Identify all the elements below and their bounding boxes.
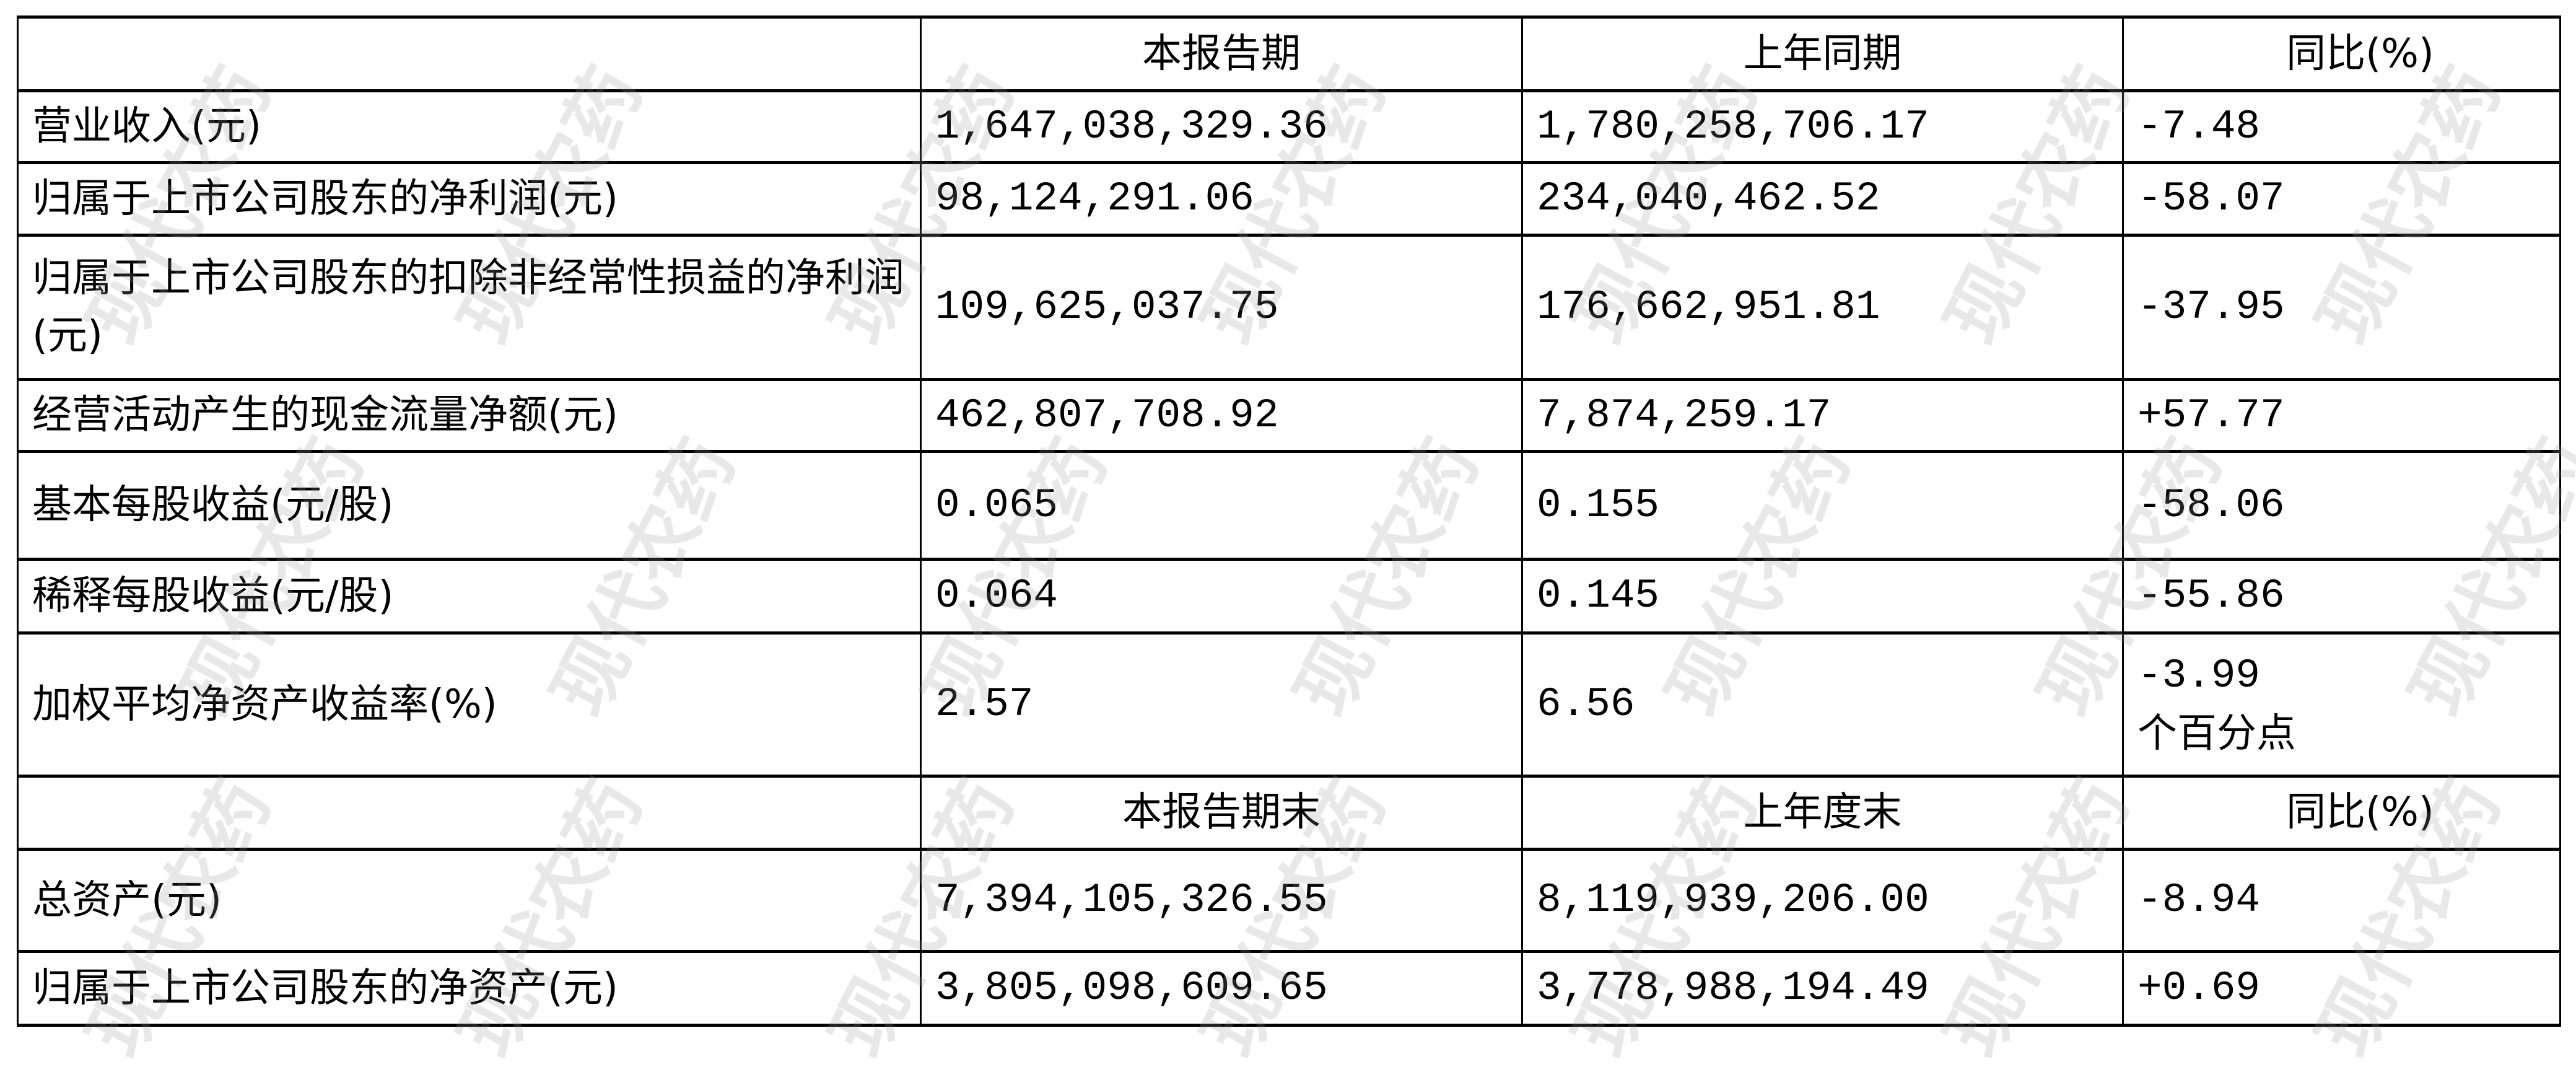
current-value: 2.57 (920, 631, 1523, 778)
yoy-value: -8.94 (2122, 848, 2561, 953)
header-cell-empty (17, 775, 922, 851)
previous-value: 0.145 (1521, 558, 2124, 635)
table-row: 营业收入(元) 1,647,038,329.36 1,780,258,706.1… (17, 89, 2561, 164)
table-row: 归属于上市公司股东的扣除非经常性损益的净利润(元) 109,625,037.75… (17, 234, 2561, 381)
yoy-value: -58.06 (2122, 450, 2561, 561)
header-cell-empty (17, 15, 922, 92)
current-value: 0.065 (920, 450, 1523, 561)
header-yoy: 同比(%) (2122, 775, 2561, 851)
row-label: 稀释每股收益(元/股) (17, 558, 922, 635)
header-row-2: 本报告期末 上年度末 同比(%) (17, 775, 2561, 851)
row-label: 总资产(元) (17, 848, 922, 953)
table-row: 归属于上市公司股东的净资产(元) 3,805,098,609.65 3,778,… (17, 950, 2561, 1027)
yoy-unit: 个百分点 (2137, 711, 2296, 757)
current-value: 0.064 (920, 558, 1523, 635)
header-current-period: 本报告期 (920, 15, 1523, 92)
current-value: 3,805,098,609.65 (920, 950, 1523, 1027)
yoy-value: -58.07 (2122, 161, 2561, 237)
header-period-end: 本报告期末 (920, 775, 1523, 851)
row-label: 归属于上市公司股东的净资产(元) (17, 950, 922, 1027)
yoy-value: -55.86 (2122, 558, 2561, 635)
current-value: 462,807,708.92 (920, 378, 1523, 453)
row-label: 营业收入(元) (17, 89, 922, 164)
previous-value: 1,780,258,706.17 (1521, 89, 2124, 164)
table-row: 经营活动产生的现金流量净额(元) 462,807,708.92 7,874,25… (17, 378, 2561, 453)
previous-value: 176,662,951.81 (1521, 234, 2124, 381)
table-row: 基本每股收益(元/股) 0.065 0.155 -58.06 (17, 450, 2561, 561)
table-row: 归属于上市公司股东的净利润(元) 98,124,291.06 234,040,4… (17, 161, 2561, 237)
table-row: 稀释每股收益(元/股) 0.064 0.145 -55.86 (17, 558, 2561, 635)
current-value: 109,625,037.75 (920, 234, 1523, 381)
previous-value: 3,778,988,194.49 (1521, 950, 2124, 1027)
yoy-value: -3.99 (2137, 652, 2261, 699)
financial-summary-table: 本报告期 上年同期 同比(%) 营业收入(元) 1,647,038,329.36… (17, 15, 2561, 1027)
previous-value: 7,874,259.17 (1521, 378, 2124, 453)
header-prior-period: 上年同期 (1521, 15, 2124, 92)
table-row: 总资产(元) 7,394,105,326.55 8,119,939,206.00… (17, 848, 2561, 953)
yoy-value: +0.69 (2122, 950, 2561, 1027)
header-yoy: 同比(%) (2122, 15, 2561, 92)
row-label: 基本每股收益(元/股) (17, 450, 922, 561)
yoy-value: -37.95 (2122, 234, 2561, 381)
previous-value: 0.155 (1521, 450, 2124, 561)
header-row: 本报告期 上年同期 同比(%) (17, 15, 2561, 92)
current-value: 7,394,105,326.55 (920, 848, 1523, 953)
row-label: 加权平均净资产收益率(%) (17, 631, 922, 778)
yoy-value: -7.48 (2122, 89, 2561, 164)
row-label: 归属于上市公司股东的扣除非经常性损益的净利润(元) (17, 234, 922, 381)
yoy-value: +57.77 (2122, 378, 2561, 453)
previous-value: 8,119,939,206.00 (1521, 848, 2124, 953)
table-row: 加权平均净资产收益率(%) 2.57 6.56 -3.99 个百分点 (17, 631, 2561, 778)
yoy-cell: -3.99 个百分点 (2122, 631, 2561, 778)
row-label: 归属于上市公司股东的净利润(元) (17, 161, 922, 237)
current-value: 98,124,291.06 (920, 161, 1523, 237)
current-value: 1,647,038,329.36 (920, 89, 1523, 164)
previous-value: 234,040,462.52 (1521, 161, 2124, 237)
row-label: 经营活动产生的现金流量净额(元) (17, 378, 922, 453)
header-prior-year-end: 上年度末 (1521, 775, 2124, 851)
previous-value: 6.56 (1521, 631, 2124, 778)
